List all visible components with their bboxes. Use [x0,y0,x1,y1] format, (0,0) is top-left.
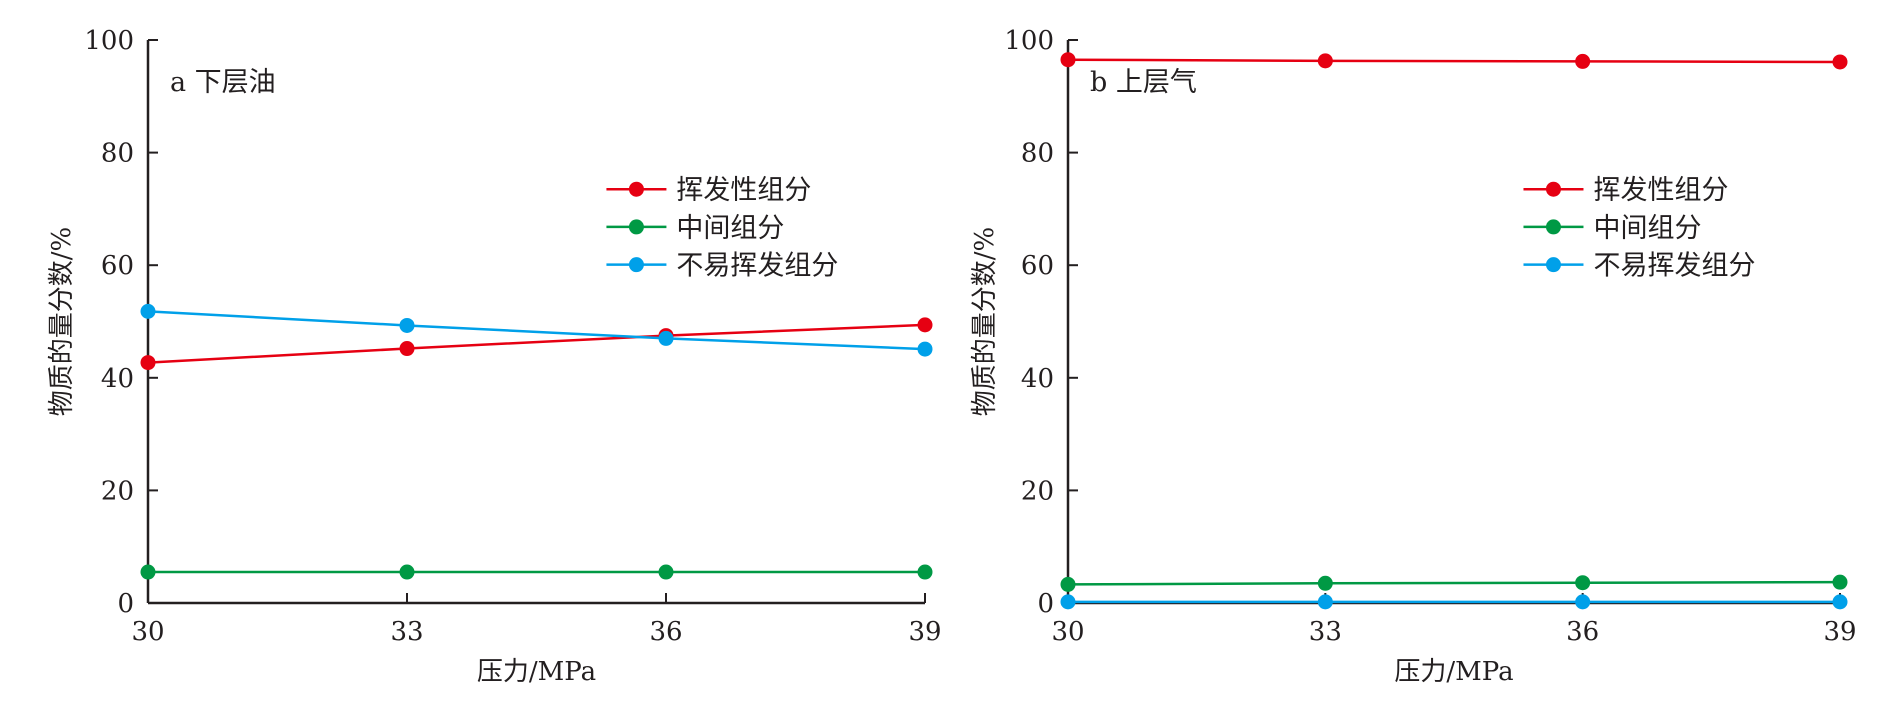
legend-marker [1545,181,1561,197]
legend-label: 不易挥发组分 [1593,251,1755,282]
data-point [658,330,674,346]
legend-label: 挥发性组分 [676,175,811,206]
chart-panel-b: 0 20 40 60 80 100 30 33 36 39 压力/MPa 物质的量分数/% b 上层气挥… [970,26,1857,687]
y-tick-label: 0 [1037,589,1054,619]
data-point [658,564,674,580]
x-tick-label: 36 [1566,617,1599,647]
data-point [140,355,156,371]
x-tick-label: 30 [1051,617,1084,647]
legend-marker [628,257,644,273]
y-tick-label: 40 [1021,364,1054,394]
series-line [1067,58,1841,64]
data-point [140,303,156,319]
x-axis-title: 压力/MPa [477,657,596,687]
series-1 [140,564,933,580]
y-tick-label: 100 [84,26,134,56]
data-point [399,317,415,333]
legend-marker [628,219,644,235]
panel-label: a 下层油 [170,67,276,98]
y-tick-label: 60 [101,251,134,281]
data-point [1832,574,1848,590]
data-point [917,564,933,580]
x-tick-label: 33 [390,617,423,647]
x-tick-label: 39 [908,617,941,647]
y-tick-label: 80 [1021,139,1054,169]
data-point [1060,52,1076,68]
chart-panel-a: 0 20 40 60 80 100 30 33 36 39 压力/MPa 物质的量分数/% a 下层油挥… [47,26,942,687]
y-tick-label: 0 [117,589,134,619]
legend-label: 中间组分 [676,213,784,244]
data-point [917,317,933,333]
data-point [399,341,415,357]
legend-item: 挥发性组分 [1523,175,1728,206]
series-line [147,310,926,351]
x-axis-title: 压力/MPa [1394,657,1513,687]
data-point [1317,53,1333,69]
legend-label: 不易挥发组分 [676,251,838,282]
series-line [1067,580,1841,586]
data-point [1832,594,1848,610]
data-point [1060,576,1076,592]
legend-item: 中间组分 [606,213,784,244]
legend-label: 挥发性组分 [1593,175,1728,206]
x-tick-label: 36 [649,617,682,647]
y-tick-label: 20 [1021,476,1054,506]
series-0 [1060,52,1848,70]
x-tick-label: 39 [1823,617,1856,647]
y-axis-title: 物质的量分数/% [47,227,77,416]
legend-item: 不易挥发组分 [1523,251,1755,282]
data-point [1317,594,1333,610]
data-point [1060,594,1076,610]
series-2 [1060,594,1848,610]
legend-item: 不易挥发组分 [606,251,838,282]
data-point [1575,53,1591,69]
legend-marker [628,181,644,197]
data-point [1832,54,1848,70]
y-tick-label: 40 [101,364,134,394]
legend-marker [1545,219,1561,235]
y-tick-label: 20 [101,476,134,506]
data-point [917,341,933,357]
data-point [1575,575,1591,591]
y-tick-label: 100 [1004,26,1054,56]
y-axis-title: 物质的量分数/% [970,227,1000,416]
y-tick-label: 80 [101,139,134,169]
series-1 [1060,574,1848,592]
y-tick-label: 60 [1021,251,1054,281]
series-line [147,323,926,364]
legend-item: 挥发性组分 [606,175,811,206]
x-tick-label: 30 [131,617,164,647]
data-point [1575,594,1591,610]
data-point [399,564,415,580]
legend-marker [1545,257,1561,273]
x-tick-label: 33 [1309,617,1342,647]
data-point [140,564,156,580]
data-point [1317,575,1333,591]
panel-label: b 上层气 [1090,67,1197,98]
legend-item: 中间组分 [1523,213,1701,244]
legend-label: 中间组分 [1593,213,1701,244]
series-2 [140,303,933,357]
